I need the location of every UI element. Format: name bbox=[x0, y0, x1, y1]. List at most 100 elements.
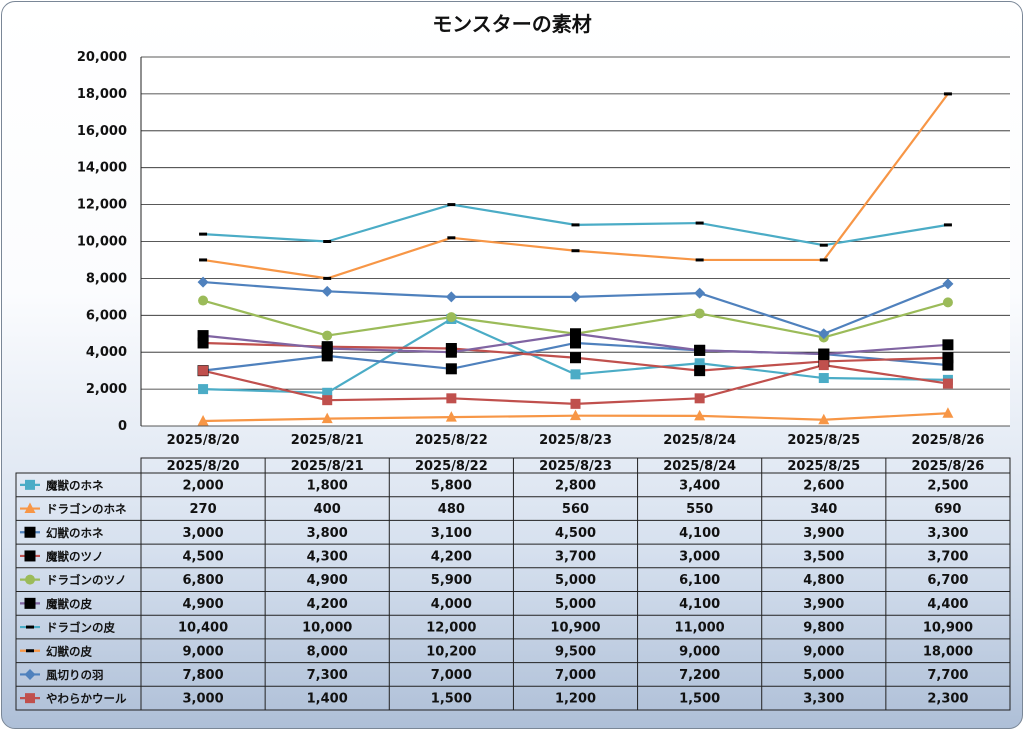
data-point bbox=[199, 258, 208, 262]
table-cell: 5,900 bbox=[431, 573, 472, 588]
table-cell: 1,200 bbox=[555, 692, 596, 707]
data-point bbox=[445, 291, 457, 303]
data-point bbox=[694, 409, 706, 421]
data-point bbox=[322, 387, 333, 398]
table-row-label: 幻獣のホネ bbox=[46, 526, 104, 540]
data-point bbox=[198, 295, 209, 306]
table-cell: 7,300 bbox=[307, 668, 348, 683]
data-point bbox=[322, 330, 333, 341]
table-cell: 9,000 bbox=[183, 644, 224, 659]
table-cell: 3,000 bbox=[183, 526, 224, 541]
data-point bbox=[570, 409, 581, 421]
data-point bbox=[819, 243, 828, 247]
table-cell: 7,200 bbox=[679, 668, 720, 683]
data-point bbox=[818, 360, 829, 371]
data-point bbox=[942, 378, 953, 389]
table-cell: 3,700 bbox=[555, 549, 596, 564]
y-tick-label: 4,000 bbox=[86, 345, 127, 360]
y-tick-label: 2,000 bbox=[86, 382, 127, 397]
data-point bbox=[322, 395, 333, 406]
table-cell: 550 bbox=[686, 502, 713, 517]
table-header-cell: 2025/8/23 bbox=[539, 459, 612, 474]
data-point bbox=[447, 236, 456, 240]
data-point bbox=[694, 365, 706, 377]
table-cell: 10,400 bbox=[178, 621, 228, 636]
table-row-label: 魔獣のツノ bbox=[46, 549, 104, 563]
table-row-label: ドラゴンのツノ bbox=[46, 573, 127, 587]
table-cell: 6,100 bbox=[679, 573, 720, 588]
table-cell: 9,000 bbox=[803, 644, 844, 659]
table-cell: 10,200 bbox=[426, 644, 476, 659]
data-point bbox=[24, 597, 36, 609]
table-cell: 4,400 bbox=[927, 597, 968, 612]
data-point bbox=[446, 393, 457, 404]
table-row-label: ドラゴンのホネ bbox=[46, 502, 127, 516]
table-header-cell: 2025/8/21 bbox=[291, 459, 364, 474]
data-point bbox=[25, 479, 35, 490]
data-point bbox=[570, 369, 581, 380]
table-cell: 4,000 bbox=[431, 597, 472, 612]
data-point bbox=[445, 346, 457, 358]
x-tick-label: 2025/8/25 bbox=[787, 433, 860, 448]
data-point bbox=[943, 223, 952, 227]
table-row-label: 幻獣の皮 bbox=[46, 644, 92, 658]
table-cell: 480 bbox=[438, 502, 465, 517]
table-row-label: 風切りの羽 bbox=[46, 668, 104, 682]
table-cell: 1,500 bbox=[679, 692, 720, 707]
table-cell: 4,900 bbox=[307, 573, 348, 588]
data-point bbox=[321, 350, 333, 362]
data-point bbox=[570, 337, 581, 349]
data-point bbox=[695, 258, 704, 262]
table-header-cell: 2025/8/20 bbox=[167, 459, 240, 474]
table-cell: 7,700 bbox=[927, 668, 968, 683]
data-point bbox=[321, 343, 333, 355]
table-cell: 1,400 bbox=[307, 692, 348, 707]
table-cell: 1,800 bbox=[307, 478, 348, 493]
data-point bbox=[25, 574, 35, 585]
table-cell: 10,000 bbox=[302, 621, 352, 636]
data-point bbox=[24, 526, 36, 538]
data-point bbox=[694, 393, 705, 404]
table-cell: 7,800 bbox=[183, 668, 224, 683]
table-cell: 5,000 bbox=[555, 573, 596, 588]
data-point bbox=[694, 358, 705, 369]
table-cell: 7,000 bbox=[555, 668, 596, 683]
data-point bbox=[26, 649, 34, 653]
table-cell: 3,400 bbox=[679, 478, 720, 493]
data-point bbox=[942, 278, 954, 290]
data-point bbox=[447, 203, 456, 207]
data-point bbox=[694, 344, 706, 356]
data-point bbox=[570, 398, 581, 409]
table-cell: 4,500 bbox=[555, 526, 596, 541]
data-point bbox=[24, 502, 36, 514]
x-tick-label: 2025/8/20 bbox=[167, 433, 240, 448]
table-cell: 690 bbox=[934, 502, 961, 517]
table-cell: 10,900 bbox=[923, 621, 973, 636]
table-cell: 5,800 bbox=[431, 478, 472, 493]
data-point bbox=[942, 297, 953, 308]
data-point bbox=[25, 693, 35, 704]
table-row-label: 魔獣のホネ bbox=[46, 478, 104, 492]
table-cell: 4,100 bbox=[679, 526, 720, 541]
chart-title: モンスターの素材 bbox=[432, 12, 592, 36]
y-tick-label: 10,000 bbox=[77, 235, 127, 250]
table-cell: 3,100 bbox=[431, 526, 472, 541]
table-cell: 4,300 bbox=[307, 549, 348, 564]
data-point bbox=[942, 339, 954, 351]
data-point bbox=[570, 328, 581, 340]
x-tick-label: 2025/8/24 bbox=[663, 433, 736, 448]
data-point bbox=[446, 312, 457, 323]
data-point bbox=[818, 373, 829, 384]
table-row-label: やわらかウール bbox=[46, 692, 127, 706]
table-cell: 3,700 bbox=[927, 549, 968, 564]
table-header-cell: 2025/8/26 bbox=[912, 459, 985, 474]
y-tick-label: 20,000 bbox=[77, 50, 127, 65]
table-cell: 2,000 bbox=[183, 478, 224, 493]
table-cell: 3,000 bbox=[183, 692, 224, 707]
data-point bbox=[819, 258, 828, 262]
y-tick-label: 18,000 bbox=[77, 87, 127, 102]
data-point bbox=[694, 308, 705, 319]
table-cell: 3,000 bbox=[679, 549, 720, 564]
table-cell: 4,200 bbox=[307, 597, 348, 612]
table-cell: 9,800 bbox=[803, 621, 844, 636]
